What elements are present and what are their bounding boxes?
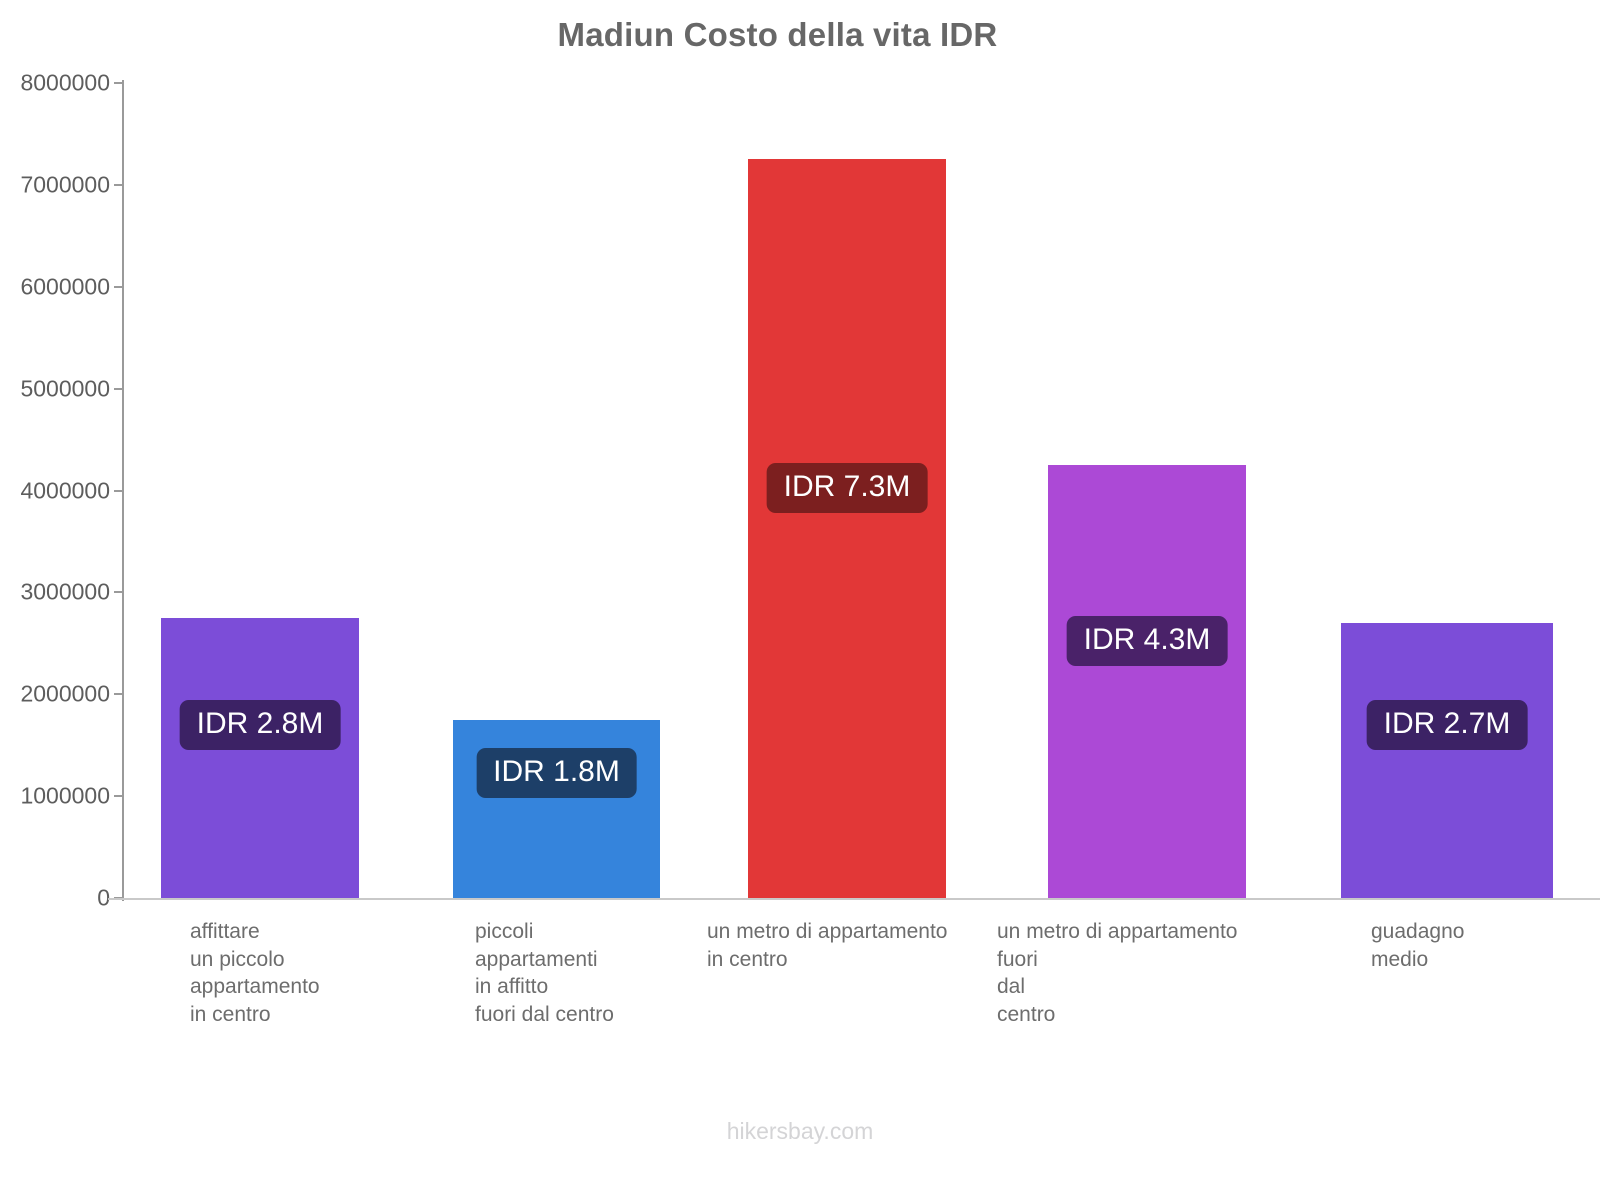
bar-rect[interactable] <box>748 159 946 898</box>
watermark: hikersbay.com <box>726 1118 874 1144</box>
y-axis-line <box>122 80 124 901</box>
bar-value-label: IDR 1.8M <box>476 748 637 798</box>
y-axis-tick-label: 2000000 <box>20 680 110 707</box>
y-axis-tick-mark <box>114 591 124 594</box>
page-title: Madiun Costo della vita IDR <box>557 16 998 53</box>
y-axis-tick-mark <box>114 285 124 288</box>
y-axis-tick-label: 8000000 <box>20 69 110 96</box>
y-axis-tick-mark <box>114 489 124 492</box>
bar-rect[interactable] <box>1048 465 1246 898</box>
x-axis-category-label: piccoli appartamenti in affitto fuori da… <box>475 920 614 1026</box>
y-axis-tick-mark <box>114 183 124 186</box>
y-axis-tick-label: 4000000 <box>20 477 110 503</box>
y-axis-tick-mark <box>114 795 124 798</box>
bar[interactable] <box>1048 83 1246 898</box>
y-axis-tick-labels: 0 1000000 2000000 3000000 4000000 5000000 6000… <box>0 0 124 1200</box>
plot-area: IDR 2.8M IDR 1.8M IDR 7.3M IDR 4.3M IDR 2.7M <box>122 83 1555 898</box>
y-axis-tick-label: 7000000 <box>20 171 110 198</box>
y-axis-tick-label: 0 <box>97 884 110 911</box>
bar[interactable] <box>1341 83 1553 898</box>
bar-rect[interactable] <box>1341 622 1553 898</box>
bar[interactable] <box>161 83 359 898</box>
bar-value-label: IDR 2.7M <box>1366 700 1528 750</box>
bar-rect[interactable] <box>453 719 660 898</box>
y-axis-tick-label: 1000000 <box>20 782 110 809</box>
x-axis-category-label: un metro di appartamento in centro <box>707 920 948 971</box>
x-axis-line <box>108 898 1600 900</box>
x-axis-category-label: affittare un piccolo appartamento in cen… <box>190 920 320 1026</box>
bar[interactable] <box>748 83 946 898</box>
x-axis-category-label: guadagno medio <box>1371 920 1465 971</box>
y-axis-tick-label: 6000000 <box>20 273 110 300</box>
y-axis-tick-mark <box>114 82 124 84</box>
bar-rect[interactable] <box>161 617 359 898</box>
bar-value-label: IDR 7.3M <box>766 463 928 513</box>
y-axis-tick-mark <box>114 387 124 390</box>
y-axis-tick-mark <box>114 693 124 696</box>
bar-value-label: IDR 2.8M <box>179 700 341 750</box>
y-axis-tick-label: 3000000 <box>20 578 110 605</box>
bar-value-label: IDR 4.3M <box>1066 616 1228 666</box>
x-axis-category-label: un metro di appartamento fuori dal centr… <box>997 920 1238 1026</box>
y-axis-tick-label: 5000000 <box>20 375 110 402</box>
